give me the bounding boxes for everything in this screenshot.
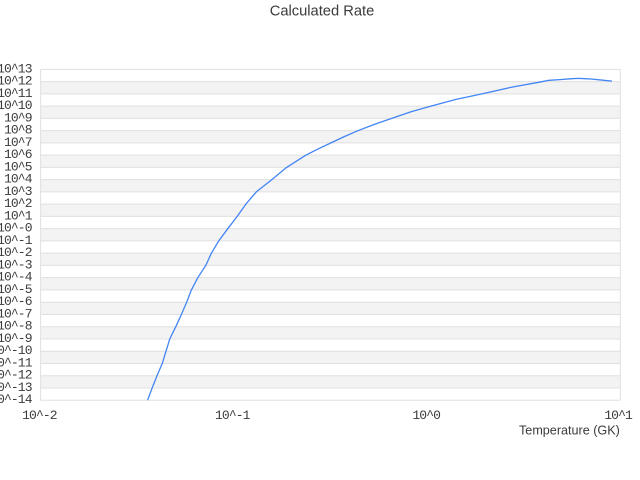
svg-text:10^1: 10^1 [4, 208, 33, 223]
svg-text:10^9: 10^9 [4, 110, 32, 125]
svg-text:10^-11: 10^-11 [0, 355, 33, 370]
svg-text:10^11: 10^11 [0, 86, 33, 101]
svg-text:10^6: 10^6 [4, 147, 32, 162]
svg-text:10^8: 10^8 [4, 123, 32, 138]
svg-text:10^1: 10^1 [604, 408, 633, 423]
svg-text:10^2: 10^2 [4, 196, 32, 211]
svg-text:10^-6: 10^-6 [0, 294, 32, 309]
svg-text:10^-12: 10^-12 [0, 368, 32, 383]
svg-text:10^-1: 10^-1 [215, 408, 251, 423]
svg-text:10^3: 10^3 [4, 184, 32, 199]
svg-text:10^-5: 10^-5 [0, 282, 32, 297]
svg-text:10^5: 10^5 [4, 159, 32, 174]
svg-text:10^-13: 10^-13 [0, 380, 32, 395]
svg-text:10^-9: 10^-9 [0, 331, 32, 346]
svg-text:10^-7: 10^-7 [0, 306, 32, 321]
svg-text:10^4: 10^4 [4, 172, 33, 187]
svg-text:10^-0: 10^-0 [0, 221, 32, 236]
svg-text:10^-2: 10^-2 [22, 408, 57, 423]
svg-text:Temperature (GK): Temperature (GK) [519, 424, 620, 438]
svg-text:10^0: 10^0 [412, 408, 440, 423]
svg-text:10^-14: 10^-14 [0, 392, 33, 407]
svg-text:10^13: 10^13 [0, 61, 32, 76]
svg-text:10^-3: 10^-3 [0, 257, 32, 272]
svg-text:10^-4: 10^-4 [0, 270, 33, 285]
svg-text:10^-8: 10^-8 [0, 319, 32, 334]
svg-text:10^-2: 10^-2 [0, 245, 32, 260]
svg-text:10^7: 10^7 [4, 135, 32, 150]
svg-text:10^-1: 10^-1 [0, 233, 33, 248]
svg-text:10^12: 10^12 [0, 74, 32, 89]
svg-text:10^-10: 10^-10 [0, 343, 32, 358]
svg-text:10^10: 10^10 [0, 98, 32, 113]
svg-text:Calculated Rate: Calculated Rate [270, 3, 375, 19]
